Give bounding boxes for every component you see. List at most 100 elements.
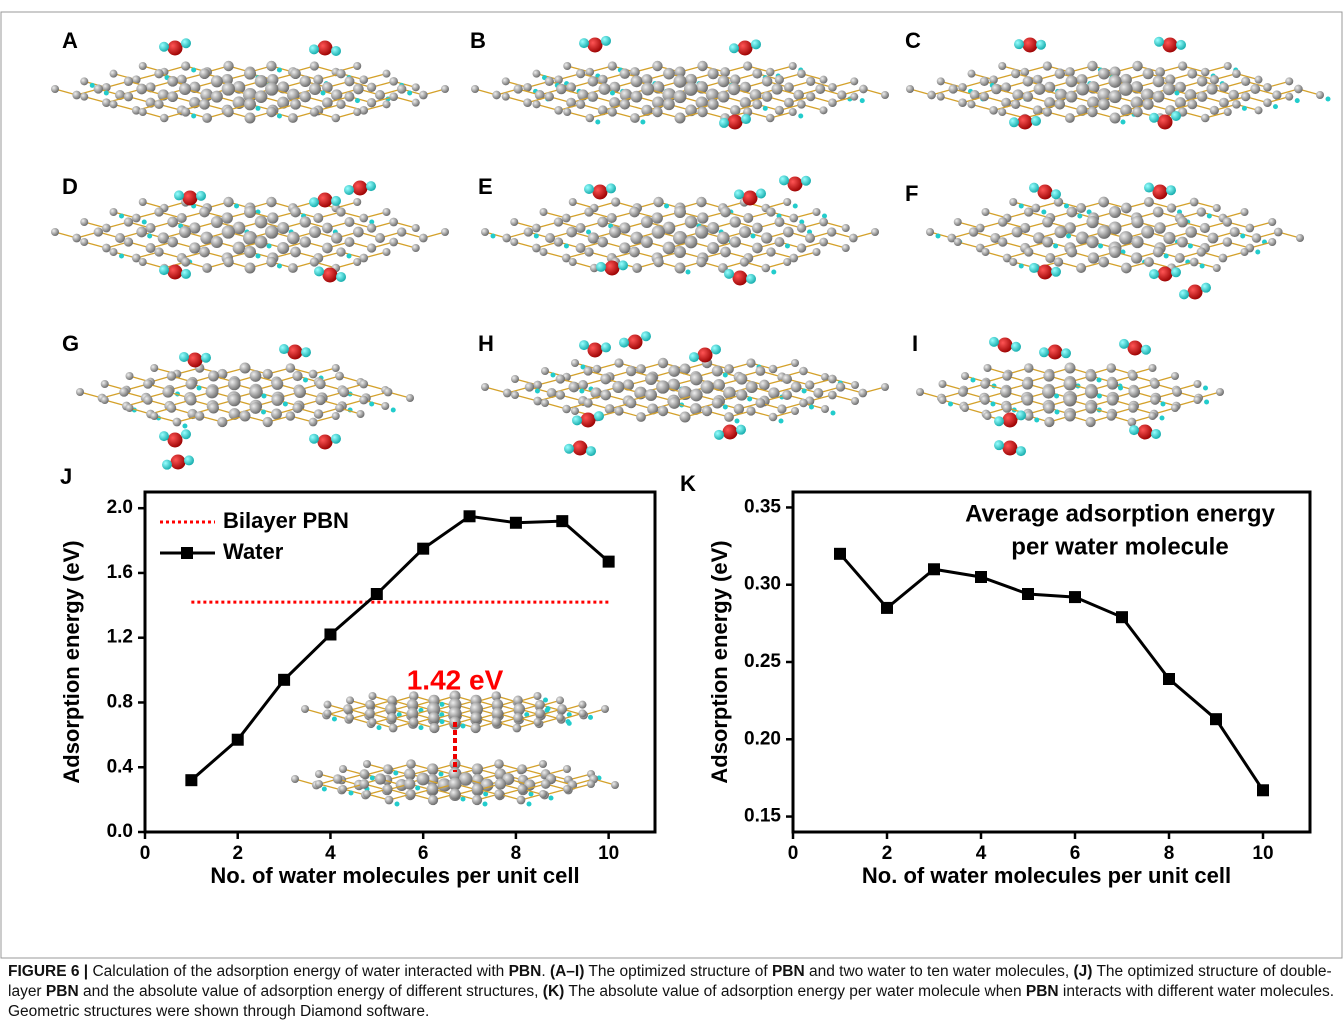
atom (799, 398, 808, 408)
atom (1240, 248, 1249, 256)
hydrogen (393, 770, 399, 776)
atom (336, 99, 346, 110)
atom (766, 247, 776, 257)
atom (336, 247, 346, 257)
atom (185, 378, 197, 390)
atom (585, 67, 595, 77)
atom (989, 75, 998, 84)
atom (713, 379, 725, 391)
hydrogen (1154, 36, 1164, 47)
atom (481, 228, 489, 236)
oxygen (1152, 184, 1168, 200)
atom (788, 62, 797, 70)
atom (755, 398, 766, 408)
atom (1171, 372, 1179, 380)
atom (1285, 77, 1294, 86)
atom (123, 237, 134, 247)
atom (765, 113, 775, 123)
atom (812, 208, 821, 216)
atom (375, 233, 385, 243)
y-tick-label: 2.0 (107, 497, 133, 518)
atom (881, 91, 889, 99)
atom (1054, 68, 1066, 79)
atom (200, 231, 214, 245)
atom (382, 69, 391, 78)
atom (597, 236, 608, 248)
hydrogen (1096, 377, 1102, 383)
atom (80, 238, 89, 246)
atom (491, 717, 501, 727)
oxygen (287, 344, 303, 360)
atom (752, 99, 763, 110)
atom (674, 246, 686, 258)
atom (980, 395, 990, 405)
hydrogen (1029, 262, 1039, 273)
atom (1176, 216, 1188, 228)
atom (697, 60, 708, 72)
atom (585, 113, 595, 123)
atom (743, 61, 753, 71)
atom (1065, 67, 1075, 77)
atom (532, 69, 541, 78)
atom (492, 90, 501, 100)
atom (1085, 370, 1097, 382)
atom (208, 370, 219, 382)
atom (389, 77, 398, 86)
atom (739, 97, 751, 109)
hydrogen (935, 233, 941, 239)
hydrogen (784, 243, 790, 249)
atom (696, 196, 707, 208)
atom (568, 198, 577, 206)
atom (812, 248, 821, 256)
y-tick-label: 0.20 (744, 728, 781, 749)
atom (458, 772, 473, 786)
hydrogen (1171, 111, 1181, 122)
atom (619, 99, 631, 110)
atom (145, 97, 156, 108)
atom (619, 68, 631, 79)
caption-bold: (K) (542, 983, 565, 1000)
hydrogen (407, 90, 413, 96)
atom (313, 74, 324, 85)
x-tick-label: 10 (598, 843, 619, 864)
atom (597, 74, 608, 85)
atom (154, 247, 164, 257)
atom (199, 246, 210, 258)
hydrogen (1272, 104, 1278, 110)
atom (262, 368, 273, 380)
atom (411, 83, 420, 92)
atom (119, 387, 129, 397)
atom (315, 394, 326, 406)
hydrogen (196, 190, 206, 201)
atom (359, 213, 369, 223)
atom (331, 364, 340, 372)
atom (556, 83, 567, 95)
atom (125, 372, 134, 380)
atom (271, 378, 284, 390)
hydrogen (1029, 182, 1039, 193)
atom (983, 364, 992, 372)
y-tick-label: 0.30 (744, 574, 781, 595)
atom (724, 364, 734, 374)
atom (752, 68, 763, 79)
hydrogen (182, 423, 188, 429)
atom (1085, 416, 1096, 428)
hydrogen (563, 243, 569, 249)
hydrogen (741, 114, 751, 125)
atom (607, 61, 617, 71)
hydrogen (303, 377, 308, 383)
hydrogen (439, 712, 445, 718)
hydrogen (1240, 233, 1246, 239)
hydrogen (396, 712, 402, 718)
atom (267, 74, 279, 86)
atom (294, 386, 306, 398)
atom (619, 242, 631, 254)
atom (539, 790, 547, 798)
atom (566, 82, 577, 93)
data-point (1116, 611, 1128, 624)
data-line (838, 552, 1265, 792)
atom (1171, 404, 1179, 412)
atom (228, 408, 241, 420)
atom (1064, 362, 1076, 374)
atom (384, 795, 394, 805)
